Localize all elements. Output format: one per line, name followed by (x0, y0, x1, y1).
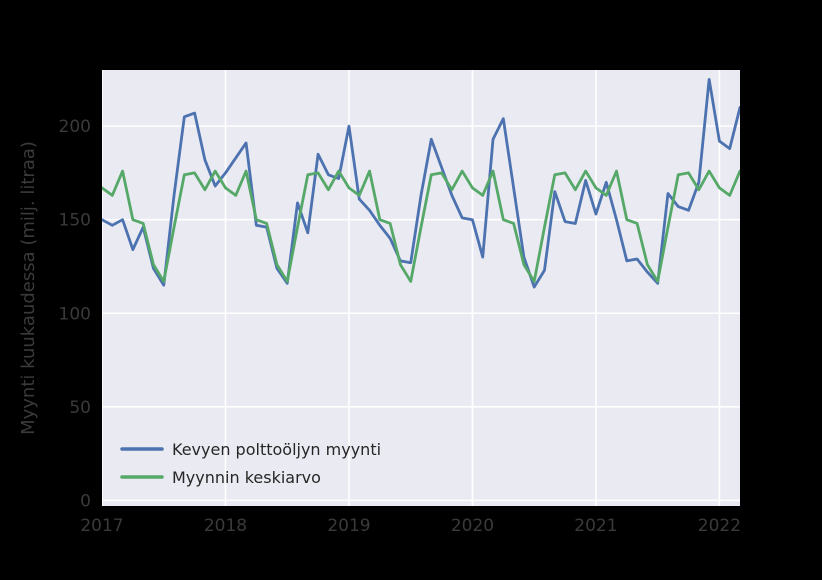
series-line-sales (102, 77, 740, 289)
y-tick-label: 50 (69, 398, 91, 418)
x-tick-label: 2019 (327, 516, 370, 536)
x-tick-label: 2020 (451, 516, 494, 536)
series-line-average (102, 169, 740, 283)
x-tick-label: 2021 (574, 516, 617, 536)
x-tick-label: 2018 (204, 516, 247, 536)
y-tick-label: 100 (59, 304, 91, 324)
legend-entry-sales: Kevyen polttoöljyn myynti (120, 440, 381, 459)
legend-entry-average: Myynnin keskiarvo (120, 468, 321, 487)
y-tick-label: 200 (59, 117, 91, 137)
legend-label-sales: Kevyen polttoöljyn myynti (172, 440, 381, 459)
gridlines (102, 70, 740, 506)
x-tick-labels: 2017 2018 2019 2020 2021 2022 (80, 516, 741, 536)
y-tick-label: 150 (59, 211, 91, 231)
legend-label-average: Myynnin keskiarvo (172, 468, 321, 487)
series-lines (102, 77, 740, 289)
plot-area (102, 70, 740, 506)
y-tick-label: 0 (80, 491, 91, 511)
x-tick-label: 2017 (80, 516, 123, 536)
legend: Kevyen polttoöljyn myynti Myynnin keskia… (120, 440, 381, 487)
y-tick-labels: 0 50 100 150 200 (59, 117, 91, 511)
y-axis-label: Myynti kuukaudessa (milj. litraa) (18, 141, 39, 435)
x-tick-label: 2022 (698, 516, 741, 536)
